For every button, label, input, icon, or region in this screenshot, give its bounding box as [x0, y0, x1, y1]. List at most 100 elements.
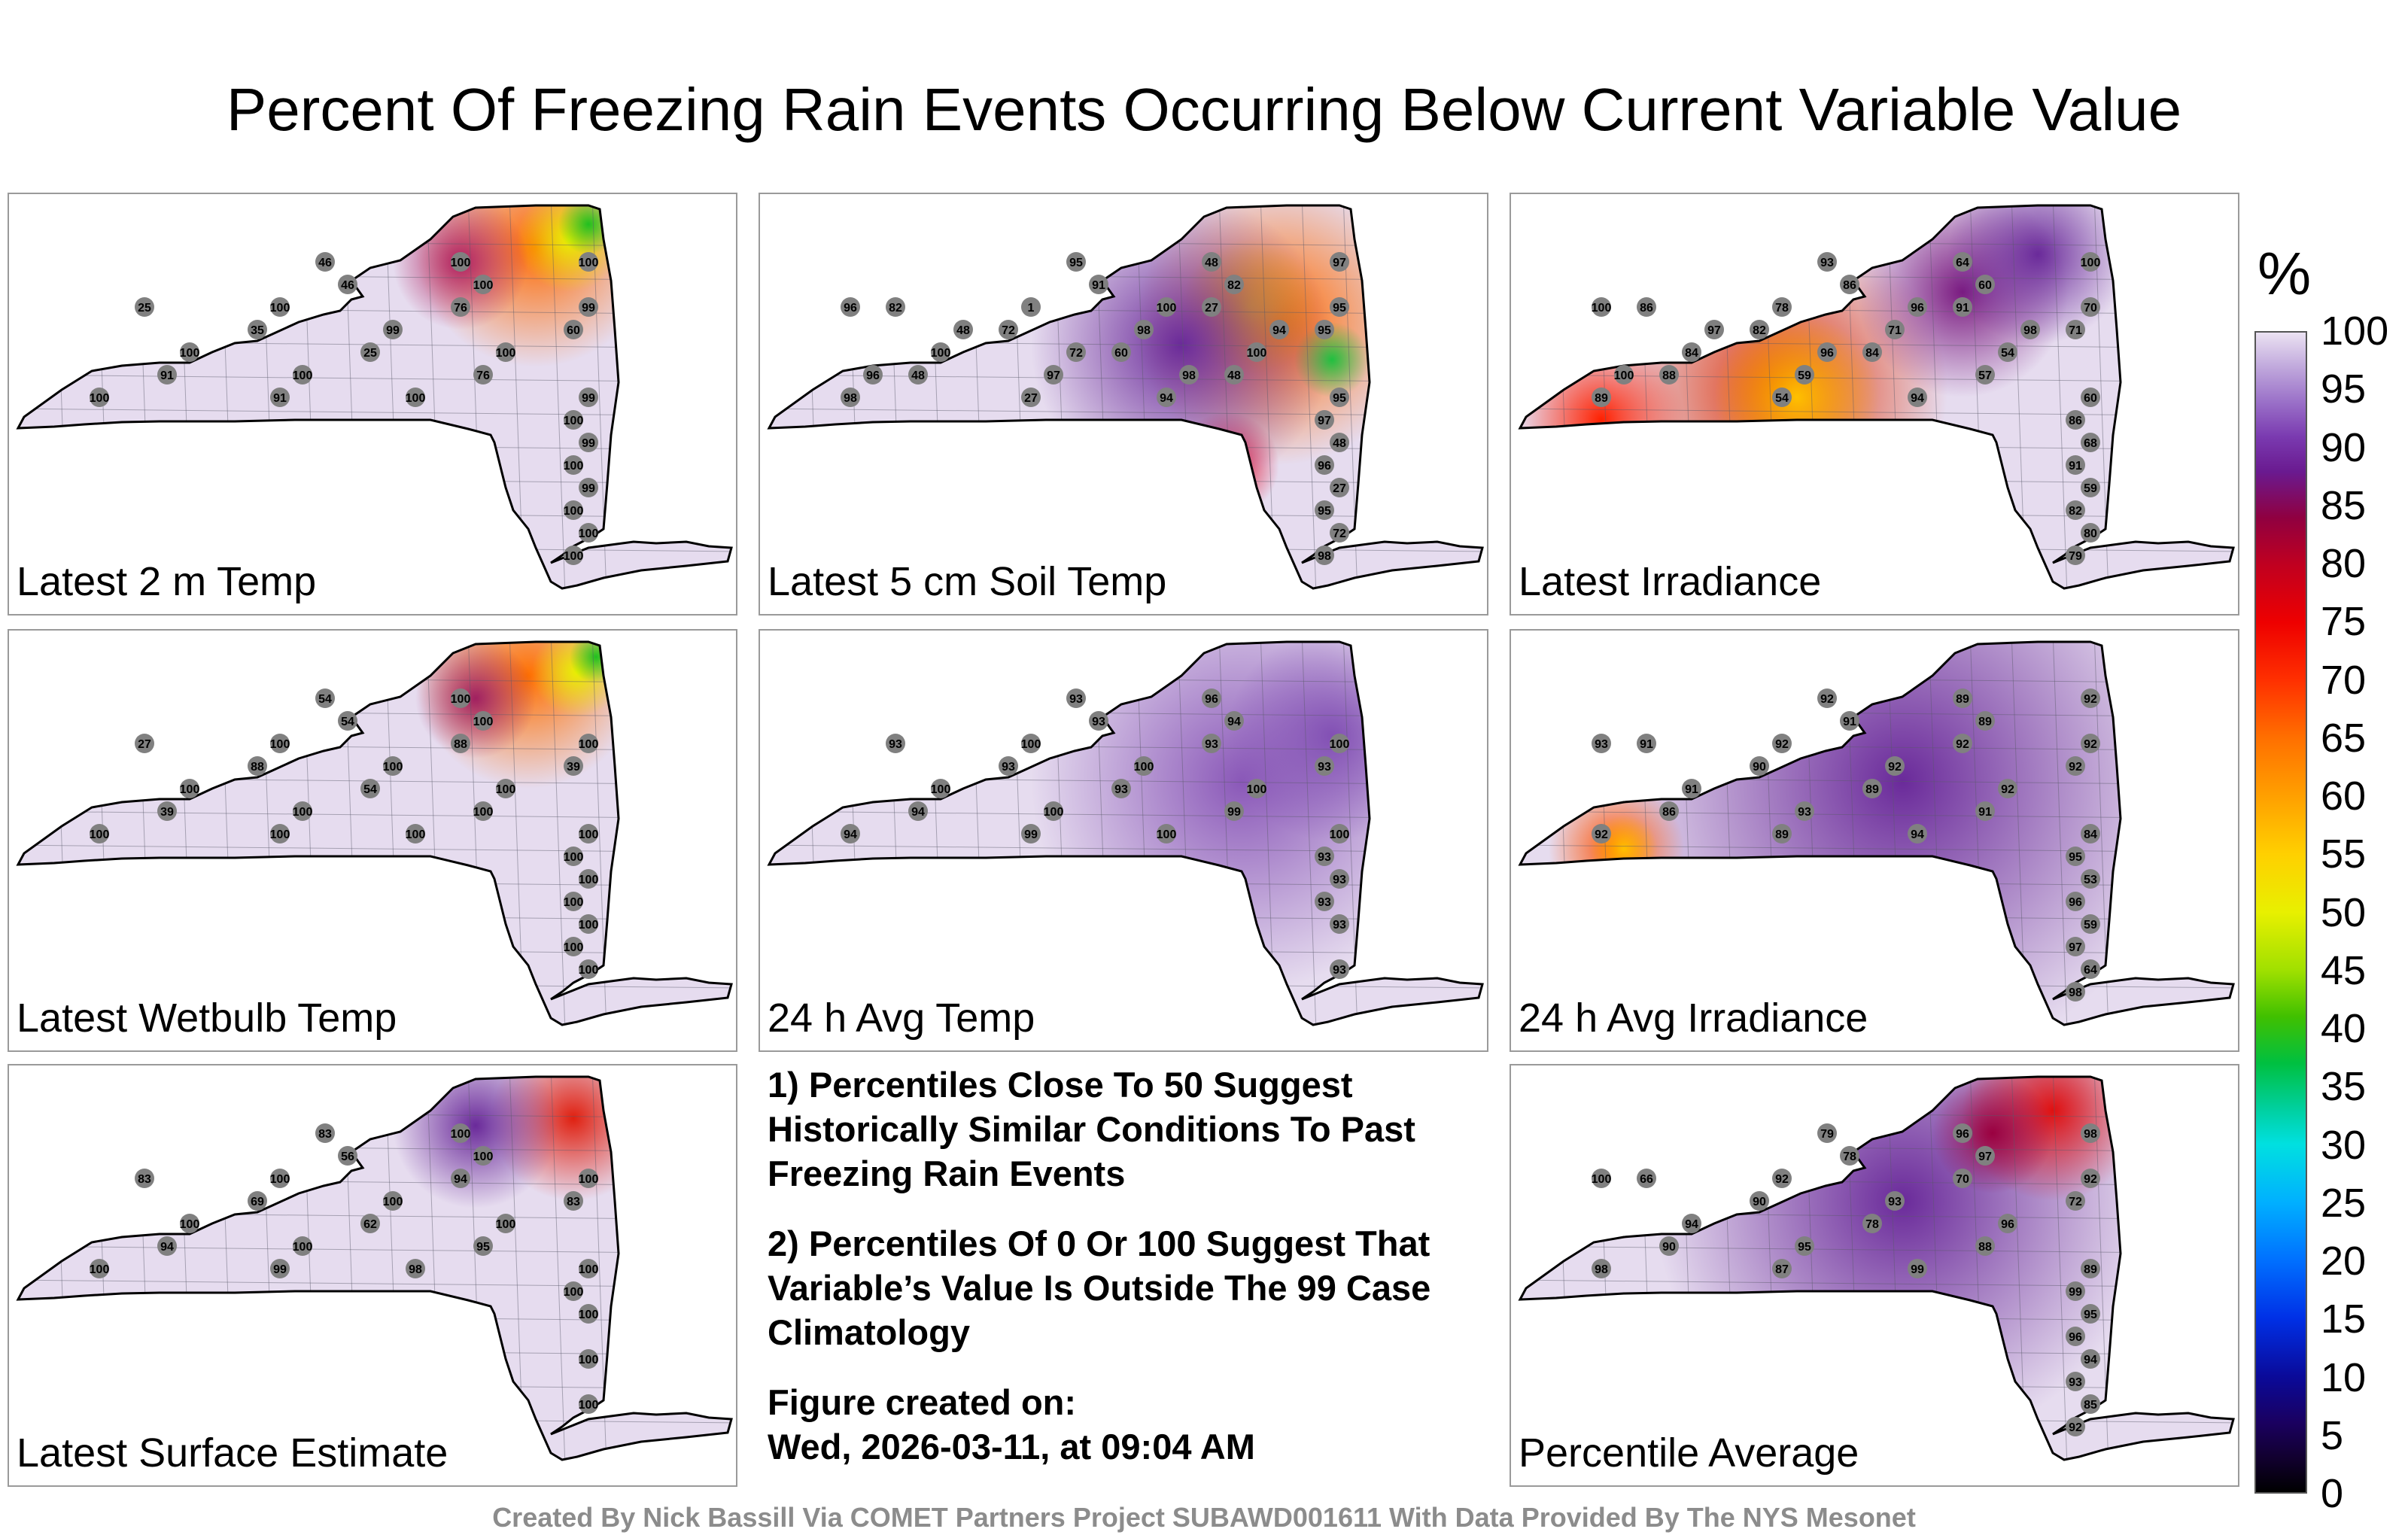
station-marker: 99 [1908, 1259, 1927, 1278]
svg-text:94: 94 [1272, 324, 1286, 337]
map-panel-24h-avg-temp: 93 93 93 93 93 93 93 94 99 99 100 93 93 93 96 94 100 100 1… [759, 629, 1488, 1052]
map-panel-surface-estimate: 83 56 83 94 69 83 62 94 95 99 100 100 100 100 100 100 10… [8, 1064, 737, 1487]
svg-text:94: 94 [1227, 716, 1241, 728]
station-marker: 98 [1592, 1259, 1611, 1278]
svg-text:95: 95 [476, 1241, 490, 1254]
station-marker: 92 [1953, 734, 1972, 753]
svg-text:94: 94 [1911, 392, 1924, 405]
svg-text:93: 93 [1205, 738, 1218, 751]
svg-text:46: 46 [341, 279, 354, 292]
svg-text:48: 48 [911, 369, 925, 382]
svg-text:100: 100 [270, 1173, 290, 1186]
svg-text:60: 60 [2084, 392, 2097, 405]
station-marker: 100 [270, 1169, 290, 1188]
svg-text:83: 83 [318, 1128, 332, 1141]
svg-text:93: 93 [1069, 693, 1083, 706]
svg-text:91: 91 [1092, 279, 1105, 292]
svg-text:95: 95 [1333, 302, 1346, 315]
svg-text:98: 98 [844, 392, 857, 405]
station-marker: 66 [1637, 1169, 1656, 1188]
svg-text:60: 60 [1114, 347, 1128, 360]
station-marker: 97 [1044, 365, 1063, 385]
svg-text:93: 93 [1002, 761, 1015, 774]
svg-text:92: 92 [2084, 738, 2097, 751]
station-marker: 97 [1704, 320, 1724, 339]
station-marker: 93 [1315, 892, 1334, 911]
station-marker: 100 [1614, 365, 1634, 385]
credit-line: Created By Nick Bassill Via COMET Partne… [492, 1502, 1916, 1533]
station-marker: 100 [1592, 1169, 1612, 1188]
svg-text:93: 93 [1333, 964, 1346, 977]
svg-text:100: 100 [564, 415, 584, 427]
station-marker: 99 [1021, 824, 1041, 843]
svg-text:96: 96 [1820, 347, 1834, 360]
station-marker: 60 [1111, 342, 1131, 362]
svg-text:92: 92 [1888, 761, 1902, 774]
svg-text:100: 100 [931, 783, 951, 796]
svg-text:90: 90 [1753, 761, 1766, 774]
station-marker: 88 [248, 756, 267, 776]
station-marker: 54 [338, 711, 357, 731]
svg-text:60: 60 [1978, 279, 1992, 292]
station-marker: 27 [1021, 388, 1041, 407]
station-marker: 56 [338, 1146, 357, 1166]
svg-text:100: 100 [1157, 302, 1177, 315]
station-marker: 100 [473, 1146, 493, 1166]
station-marker: 93 [999, 756, 1018, 776]
svg-text:94: 94 [911, 806, 925, 819]
station-marker: 85 [2081, 1394, 2100, 1414]
svg-text:57: 57 [1978, 369, 1992, 382]
svg-text:93: 93 [889, 738, 902, 751]
station-marker: 59 [2081, 914, 2100, 934]
panel-label: 24 h Avg Temp [768, 995, 1035, 1041]
svg-text:97: 97 [1318, 415, 1331, 427]
station-marker: 100 [293, 801, 312, 821]
svg-text:100: 100 [451, 693, 471, 706]
svg-text:83: 83 [567, 1196, 580, 1208]
svg-text:95: 95 [1333, 392, 1346, 405]
station-marker: 100 [564, 892, 583, 911]
svg-text:100: 100 [1592, 1173, 1612, 1186]
station-marker: 27 [135, 734, 154, 753]
svg-text:100: 100 [2081, 257, 2101, 269]
station-marker: 86 [1840, 275, 1859, 294]
station-marker: 96 [841, 297, 860, 317]
station-marker: 96 [1817, 342, 1837, 362]
station-marker: 93 [1795, 801, 1814, 821]
svg-text:95: 95 [1798, 1241, 1811, 1254]
svg-text:96: 96 [2001, 1218, 2014, 1231]
colorbar-tick-label: 85 [2321, 482, 2367, 528]
note-1: 1) Percentiles Close To 50 Suggest Histo… [768, 1065, 1415, 1193]
station-marker: 94 [1224, 711, 1244, 731]
svg-text:71: 71 [2069, 324, 2082, 337]
panel-label: Latest 5 cm Soil Temp [768, 559, 1167, 604]
station-marker: 91 [2066, 455, 2085, 475]
station-marker: 98 [841, 388, 860, 407]
svg-text:89: 89 [1978, 716, 1992, 728]
panel-label: Latest 2 m Temp [17, 559, 317, 604]
station-marker: 53 [2081, 869, 2100, 889]
station-marker: 99 [383, 320, 403, 339]
svg-text:100: 100 [579, 964, 599, 977]
svg-text:78: 78 [1843, 1150, 1856, 1163]
svg-text:94: 94 [1685, 1218, 1698, 1231]
station-marker: 100 [451, 1123, 470, 1143]
svg-text:100: 100 [293, 1241, 313, 1254]
svg-text:25: 25 [363, 347, 377, 360]
svg-text:91: 91 [1956, 302, 1969, 315]
station-marker: 96 [2066, 892, 2085, 911]
colorbar-tick-label: 25 [2321, 1180, 2367, 1226]
svg-text:48: 48 [956, 324, 970, 337]
svg-text:100: 100 [564, 1286, 584, 1299]
station-marker: 100 [1247, 779, 1266, 798]
station-marker: 54 [1998, 342, 2017, 362]
station-marker: 100 [579, 523, 598, 543]
svg-text:100: 100 [579, 257, 599, 269]
svg-text:100: 100 [90, 828, 110, 841]
map-panel-soil-temp: 95 91 82 27 72 95 60 48 48 27 95 48 27 72 48 82 1 95 98 100… [759, 193, 1488, 616]
station-marker: 90 [1750, 756, 1769, 776]
station-marker: 92 [2081, 688, 2100, 708]
station-marker: 100 [406, 824, 425, 843]
colorbar-tick-label: 0 [2321, 1471, 2344, 1516]
